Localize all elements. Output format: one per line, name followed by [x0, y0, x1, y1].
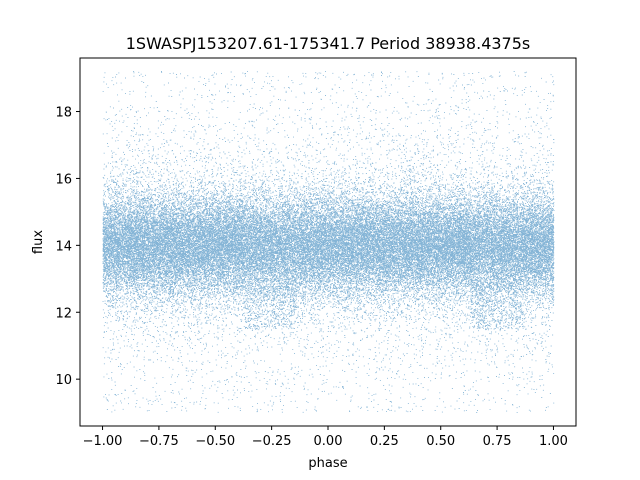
x-axis-label: phase: [308, 456, 347, 471]
x-tick-label: 0.25: [370, 434, 399, 449]
x-tick-label: −0.75: [139, 434, 179, 449]
chart-title: 1SWASPJ153207.61-175341.7 Period 38938.4…: [126, 34, 531, 53]
y-axis-ticks: 10 12 14 16 18: [55, 106, 80, 388]
x-tick-label: −0.25: [252, 434, 292, 449]
y-tick-label: 10: [55, 373, 72, 388]
data-points: [102, 70, 555, 414]
x-tick-label: 1.00: [539, 434, 568, 449]
y-tick-label: 18: [55, 106, 72, 121]
scatter-points: [102, 70, 555, 414]
x-tick-label: 0.75: [483, 434, 512, 449]
x-tick-label: 0.00: [314, 434, 343, 449]
x-tick-label: −1.00: [83, 434, 123, 449]
y-tick-label: 14: [55, 239, 72, 254]
x-tick-label: −0.50: [195, 434, 235, 449]
x-axis-ticks: −1.00 −0.75 −0.50 −0.25 0.00 0.25 0.50 0.75 1.00: [83, 426, 568, 449]
y-tick-label: 16: [55, 172, 72, 187]
x-tick-label: 0.50: [426, 434, 455, 449]
y-axis-label: flux: [31, 230, 46, 254]
y-tick-label: 12: [55, 306, 72, 321]
